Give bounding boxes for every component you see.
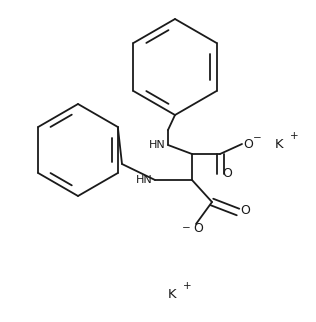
Text: HN: HN: [149, 140, 166, 150]
Text: −: −: [253, 133, 262, 143]
Text: +: +: [183, 281, 191, 291]
Text: +: +: [290, 131, 299, 141]
Text: −: −: [182, 223, 191, 233]
Text: O: O: [193, 222, 203, 234]
Text: O: O: [222, 166, 232, 179]
Text: HN: HN: [136, 175, 153, 185]
Text: O: O: [240, 204, 250, 217]
Text: K: K: [168, 288, 177, 300]
Text: K: K: [275, 137, 284, 150]
Text: O: O: [243, 137, 253, 150]
